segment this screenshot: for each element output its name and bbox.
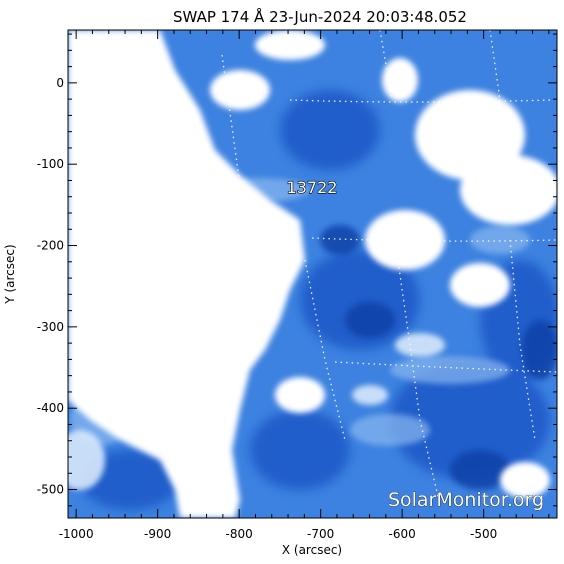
plot-frame	[67, 29, 558, 519]
x-tick-label: -500	[470, 527, 497, 541]
x-tick-label: -900	[144, 527, 171, 541]
y-tick-label: -300	[37, 320, 64, 334]
solar-image	[68, 30, 557, 518]
y-tick-labels: 0 -100 -200 -300 -400 -500	[37, 76, 64, 497]
y-tick-label: -500	[37, 483, 64, 497]
y-axis-label: Y (arcsec)	[3, 244, 17, 304]
x-tick-label: -800	[226, 527, 253, 541]
x-tick-label: -1000	[59, 527, 94, 541]
watermark-text: SolarMonitor.org	[388, 489, 544, 511]
y-tick-label: -400	[37, 401, 64, 415]
active-region-label: 13722	[287, 178, 338, 197]
y-tick-label: -200	[37, 239, 64, 253]
x-tick-labels: -1000 -900 -800 -700 -600 -500	[59, 527, 498, 541]
y-tick-label: 0	[56, 76, 64, 90]
x-tick-label: -700	[307, 527, 334, 541]
y-tick-label: -100	[37, 157, 64, 171]
x-tick-label: -600	[389, 527, 416, 541]
figure-title: SWAP 174 Å 23-Jun-2024 20:03:48.052	[173, 7, 467, 26]
x-axis-label: X (arcsec)	[282, 543, 342, 557]
axis-ticks	[68, 30, 557, 518]
heliographic-grid	[214, 30, 557, 506]
